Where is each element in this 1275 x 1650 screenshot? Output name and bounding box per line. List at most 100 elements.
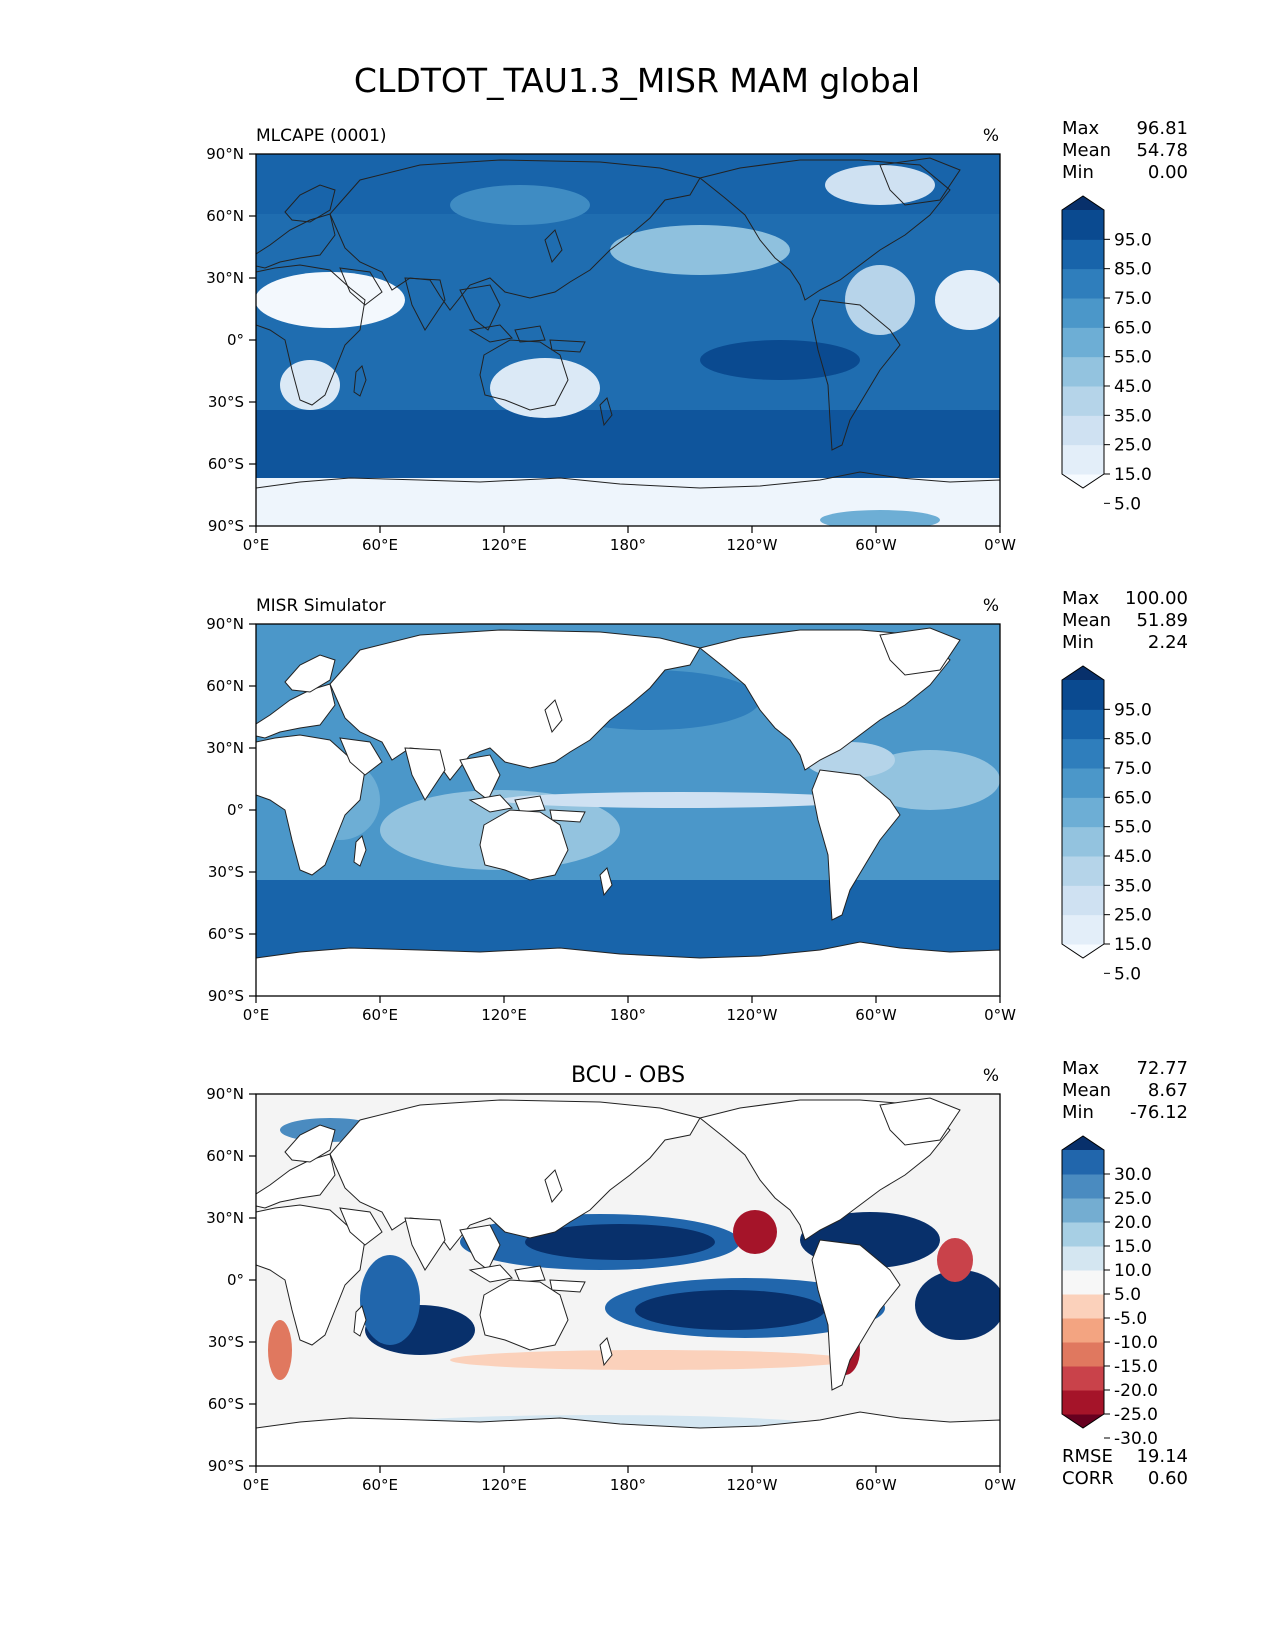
stats-block: Max 100.00 Mean 51.89 Min 2.24 bbox=[1062, 588, 1188, 653]
panel-mlcape: MLCAPE (0001) % 90°N60°N30°N0°30°S60°S90… bbox=[206, 118, 1188, 554]
colorbar-label: 5.0 bbox=[1114, 494, 1141, 514]
colorbar-segment bbox=[1062, 826, 1104, 857]
rmse-value: 19.14 bbox=[1136, 1446, 1188, 1467]
panel-left-title: MISR Simulator bbox=[256, 596, 386, 616]
colorbar-segment bbox=[1062, 298, 1104, 328]
stat-value: 96.81 bbox=[1136, 118, 1188, 139]
lat-tick-label: 0° bbox=[227, 331, 244, 349]
colorbar-label: -30.0 bbox=[1114, 1429, 1158, 1449]
lon-tick-label: 60°E bbox=[362, 1476, 398, 1494]
colorbar-label: 35.0 bbox=[1114, 406, 1152, 426]
colorbar-segment bbox=[1062, 1246, 1104, 1271]
rmse-corr-block: RMSE 19.14 CORR 0.60 bbox=[1062, 1446, 1188, 1489]
colorbar-label: 15.0 bbox=[1114, 1237, 1152, 1257]
lon-tick-label: 180° bbox=[610, 1476, 646, 1494]
colorbar-segment bbox=[1062, 1318, 1104, 1343]
colorbar-label: 65.0 bbox=[1114, 318, 1152, 338]
colorbar-segment bbox=[1062, 239, 1104, 270]
lat-tick-label: 30°N bbox=[206, 269, 244, 287]
colorbar-segment bbox=[1062, 444, 1104, 475]
colorbar-segment bbox=[1062, 1150, 1104, 1175]
lat-tick-label: 60°S bbox=[208, 455, 244, 473]
colorbar: 30.0 25.0 20.0 15.0 10.0 5.0 -5.0 -10.0 -15.0 -20… bbox=[1061, 1135, 1158, 1449]
colorbar-extend-low bbox=[1062, 474, 1104, 488]
stat-label: Max bbox=[1062, 118, 1100, 139]
colorbar-label: 10.0 bbox=[1114, 1261, 1152, 1281]
panel-bcu-minus-obs: BCU - OBS % 90°N 60°N 30°N 0° 30°S 60°S 90°S 0… bbox=[206, 1058, 1188, 1494]
panel-units: % bbox=[983, 596, 999, 616]
colorbar-label: 15.0 bbox=[1114, 465, 1152, 485]
stat-label: Mean bbox=[1062, 610, 1111, 631]
lat-tick-label: 30°N bbox=[206, 739, 244, 757]
lon-axis: 0°E 60°E 120°E 180° 120°W 60°W 0°W bbox=[243, 1466, 1016, 1494]
colorbar-segment bbox=[1062, 1174, 1104, 1199]
stat-value: 51.89 bbox=[1136, 610, 1188, 631]
colorbar-segment bbox=[1062, 738, 1104, 769]
colorbar-label: 25.0 bbox=[1114, 906, 1152, 926]
lon-tick-label: 120°E bbox=[481, 536, 527, 554]
colorbar-label: 15.0 bbox=[1114, 935, 1152, 955]
colorbar-label: 45.0 bbox=[1114, 847, 1152, 867]
colorbar-segment bbox=[1062, 856, 1104, 886]
lat-tick-label: 60°N bbox=[206, 677, 244, 695]
lon-tick-label: 120°E bbox=[481, 1006, 527, 1024]
colorbar-label: 5.0 bbox=[1114, 964, 1141, 984]
stat-value: 54.78 bbox=[1136, 140, 1188, 161]
lon-axis: 0°E 60°E 120°E 180° 120°W 60°W 0°W bbox=[243, 996, 1016, 1024]
lat-tick-label: 90°N bbox=[206, 145, 244, 163]
colorbar-segment bbox=[1062, 415, 1104, 446]
colorbar-segment bbox=[1062, 1390, 1104, 1415]
panel-left-title: MLCAPE (0001) bbox=[256, 126, 387, 146]
lat-tick-label: 0° bbox=[227, 1271, 244, 1289]
cloud-field bbox=[256, 154, 1000, 526]
lat-tick-label: 60°S bbox=[208, 1395, 244, 1413]
lat-tick-label: 90°N bbox=[206, 1085, 244, 1103]
colorbar-label: -20.0 bbox=[1114, 1381, 1158, 1401]
colorbar-label: 55.0 bbox=[1114, 348, 1152, 368]
colorbar-label: 95.0 bbox=[1114, 230, 1152, 250]
colorbar-segment bbox=[1062, 1270, 1104, 1295]
colorbar-segment bbox=[1062, 327, 1104, 358]
colorbar-label: 95.0 bbox=[1114, 700, 1152, 720]
lon-axis: 0°E 60°E 120°E 180° 120°W 60°W 0°W bbox=[243, 526, 1016, 554]
stat-value: -76.12 bbox=[1130, 1102, 1188, 1123]
lon-tick-label: 60°W bbox=[855, 1006, 897, 1024]
colorbar: 95.0 85.0 75.0 65.0 55.0 45.0 35.0 25.0 15.0 5.0 bbox=[1061, 195, 1152, 514]
lon-tick-label: 120°W bbox=[727, 1006, 778, 1024]
colorbar-segment bbox=[1062, 1342, 1104, 1367]
stat-label: Max bbox=[1062, 1058, 1100, 1079]
colorbar-label: 55.0 bbox=[1114, 818, 1152, 838]
colorbar-segment bbox=[1062, 1294, 1104, 1319]
corr-value: 0.60 bbox=[1148, 1468, 1188, 1489]
lat-axis: 90°N 60°N 30°N 0° 30°S 60°S 90°S bbox=[206, 615, 256, 1005]
lon-tick-label: 60°E bbox=[362, 1006, 398, 1024]
colorbar-segment bbox=[1062, 1222, 1104, 1247]
stat-label: Mean bbox=[1062, 1080, 1111, 1101]
colorbar-segment bbox=[1062, 768, 1104, 798]
stat-label: Min bbox=[1062, 162, 1094, 183]
rmse-label: RMSE bbox=[1062, 1446, 1113, 1467]
lat-axis: 90°N 60°N 30°N 0° 30°S 60°S 90°S bbox=[206, 1085, 256, 1475]
colorbar-segment bbox=[1062, 386, 1104, 416]
colorbar: 95.0 85.0 75.0 65.0 55.0 45.0 35.0 25.0 15.0 5.0 bbox=[1061, 665, 1152, 984]
colorbar-segment bbox=[1062, 268, 1104, 299]
colorbar-segment bbox=[1062, 356, 1104, 387]
colorbar-label: -25.0 bbox=[1114, 1405, 1158, 1425]
stat-label: Max bbox=[1062, 588, 1100, 609]
corr-label: CORR bbox=[1062, 1468, 1114, 1489]
lat-tick-label: 30°S bbox=[208, 1333, 244, 1351]
colorbar-label: 25.0 bbox=[1114, 436, 1152, 456]
colorbar-extend-low bbox=[1062, 944, 1104, 958]
stat-label: Min bbox=[1062, 1102, 1094, 1123]
stat-value: 100.00 bbox=[1125, 588, 1188, 609]
figure-title: CLDTOT_TAU1.3_MISR MAM global bbox=[354, 61, 920, 100]
lon-tick-label: 60°W bbox=[855, 536, 897, 554]
colorbar-segment bbox=[1062, 885, 1104, 916]
colorbar-label: 30.0 bbox=[1114, 1165, 1152, 1185]
panel-units: % bbox=[983, 1066, 999, 1086]
stat-label: Mean bbox=[1062, 140, 1111, 161]
colorbar-label: 45.0 bbox=[1114, 377, 1152, 397]
lat-tick-label: 90°N bbox=[206, 615, 244, 633]
lon-tick-label: 0°E bbox=[243, 1476, 270, 1494]
lat-tick-label: 60°N bbox=[206, 1147, 244, 1165]
